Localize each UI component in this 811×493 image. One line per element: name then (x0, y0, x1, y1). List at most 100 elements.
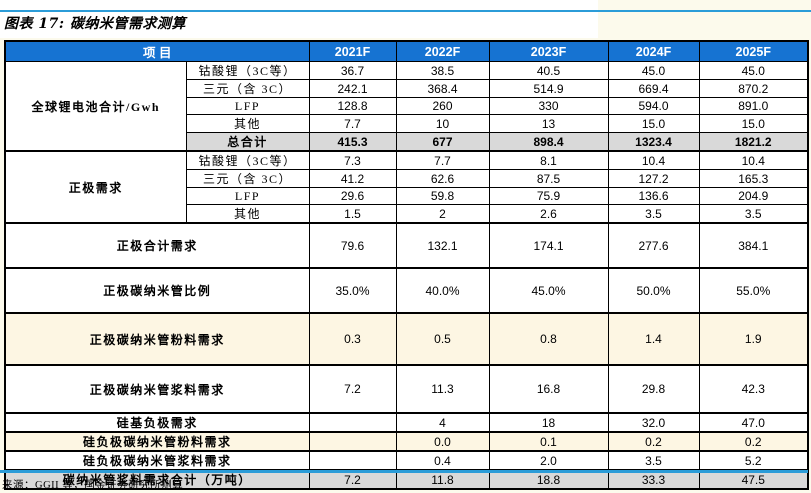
cell-value: 2.6 (488, 204, 609, 224)
cell-value: 7.2 (308, 364, 397, 414)
cell-value: 174.1 (488, 222, 609, 269)
cell-value: 3.5 (607, 204, 700, 224)
row-group-label: 全球锂电池合计/Gwh (4, 61, 187, 152)
cell-value: 16.8 (488, 364, 609, 414)
cell-value: 47.5 (698, 469, 809, 490)
cell-value: 79.6 (308, 222, 397, 269)
cell-value (308, 431, 397, 452)
cell-value: 128.8 (308, 97, 397, 115)
cell-value: 50.0% (607, 267, 700, 314)
cell-value: 10.4 (698, 150, 809, 170)
cell-value: 127.2 (607, 169, 700, 188)
cell-value: 41.2 (308, 169, 397, 188)
row-group-label: 正极需求 (4, 150, 187, 224)
cell-value (308, 412, 397, 433)
cell-value: 75.9 (488, 187, 609, 205)
table-row: 其他 1.5 2 2.6 3.5 3.5 (5, 204, 809, 224)
row-label: 硅基负极需求 (4, 412, 310, 433)
cell-value: 5.2 (698, 450, 809, 471)
table-row: 正极需求 钴酸锂（3C等） 7.3 7.7 8.1 10.4 10.4 (4, 150, 809, 224)
cell-value: 136.6 (607, 187, 700, 205)
cell-value (308, 450, 397, 471)
column-header-2025f: 2025F (698, 40, 809, 62)
cell-value: 368.4 (395, 79, 490, 98)
table-row: 三元（含 3C） 242.1 368.4 514.9 669.4 870.2 (5, 79, 809, 98)
table-row: 硅基负极需求 4 18 32.0 47.0 (4, 412, 809, 433)
cell-value: 330 (488, 97, 609, 115)
source-note: 来源：GGII 等，国金证券研究所测算 (2, 480, 184, 491)
cell-value: 40.5 (488, 61, 609, 80)
row-label: 正极碳纳米管粉料需求 (4, 312, 310, 366)
cell-value: 11.3 (395, 364, 490, 414)
cell-value: 0.3 (308, 312, 397, 366)
cell-value: 45.0 (698, 61, 809, 80)
cell-value: 594.0 (607, 97, 700, 115)
cell-value: 18 (488, 412, 609, 433)
cell-value: 277.6 (607, 222, 700, 269)
column-header-item: 项 目 (4, 40, 310, 62)
row-label: 正极碳纳米管浆料需求 (4, 364, 310, 414)
cell-value: 260 (395, 97, 490, 115)
cell-value: 13 (488, 114, 609, 133)
cell-value: 59.8 (395, 187, 490, 205)
cell-value: 132.1 (395, 222, 490, 269)
cell-value: 415.3 (308, 132, 397, 152)
cell-value: 36.7 (308, 61, 397, 80)
cell-value: 514.9 (488, 79, 609, 98)
cell-value: 165.3 (698, 169, 809, 188)
cell-value: 42.3 (698, 364, 809, 414)
table-row: LFP 29.6 59.8 75.9 136.6 204.9 (5, 187, 809, 205)
table-row: 正极碳纳米管浆料需求 7.2 11.3 16.8 29.8 42.3 (4, 364, 809, 414)
cell-value: 2.0 (488, 450, 609, 471)
cell-value: 10.4 (607, 150, 700, 170)
table-row: 正极碳纳米管比例 35.0% 40.0% 45.0% 50.0% 55.0% (4, 267, 809, 314)
column-header-2021f: 2021F (308, 40, 397, 62)
row-label: LFP (185, 97, 310, 115)
cell-value: 40.0% (395, 267, 490, 314)
table-row: 硅负极碳纳米管浆料需求 0.4 2.0 3.5 5.2 (4, 450, 809, 471)
top-divider-rule (0, 10, 811, 12)
cell-value: 891.0 (698, 97, 809, 115)
cell-value: 4 (395, 412, 490, 433)
cell-value: 29.8 (607, 364, 700, 414)
cell-value: 47.0 (698, 412, 809, 433)
column-header-2023f: 2023F (488, 40, 609, 62)
cell-value: 7.7 (395, 150, 490, 170)
table-header-row: 项 目 2021F 2022F 2023F 2024F 2025F (4, 40, 809, 62)
cell-value: 384.1 (698, 222, 809, 269)
cell-value: 242.1 (308, 79, 397, 98)
cell-value: 204.9 (698, 187, 809, 205)
cell-value: 33.3 (607, 469, 700, 490)
row-label: 钴酸锂（3C等） (185, 61, 310, 80)
table-row: 三元（含 3C） 41.2 62.6 87.5 127.2 165.3 (5, 169, 809, 188)
cell-value: 8.1 (488, 150, 609, 170)
cell-value: 898.4 (488, 132, 609, 152)
column-header-2024f: 2024F (607, 40, 700, 62)
row-label: 其他 (185, 114, 310, 133)
cell-value: 0.2 (698, 431, 809, 452)
cell-value: 45.0% (488, 267, 609, 314)
row-label: 总合计 (185, 132, 310, 152)
table-row: 正极合计需求 79.6 132.1 174.1 277.6 384.1 (4, 222, 809, 269)
row-label: 三元（含 3C） (185, 169, 310, 188)
cell-value: 38.5 (395, 61, 490, 80)
cell-value: 10 (395, 114, 490, 133)
cell-value: 1.5 (308, 204, 397, 224)
table-row-total: 总合计 415.3 677 898.4 1323.4 1821.2 (5, 132, 809, 152)
cell-value: 0.8 (488, 312, 609, 366)
cell-value: 15.0 (607, 114, 700, 133)
cell-value: 2 (395, 204, 490, 224)
cell-value: 677 (395, 132, 490, 152)
cell-value: 7.3 (308, 150, 397, 170)
cell-value: 7.7 (308, 114, 397, 133)
table-row-highlight: 正极碳纳米管粉料需求 0.3 0.5 0.8 1.4 1.9 (4, 312, 809, 366)
row-label: 其他 (185, 204, 310, 224)
cell-value: 1323.4 (607, 132, 700, 152)
cell-value: 35.0% (308, 267, 397, 314)
cell-value: 870.2 (698, 79, 809, 98)
cell-value: 3.5 (607, 450, 700, 471)
cell-value: 1821.2 (698, 132, 809, 152)
column-header-2022f: 2022F (395, 40, 490, 62)
cell-value: 0.2 (607, 431, 700, 452)
